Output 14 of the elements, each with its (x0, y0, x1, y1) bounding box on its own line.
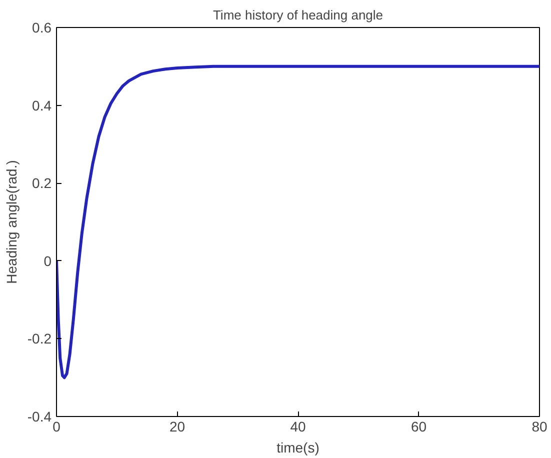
x-tick-label: 40 (290, 418, 306, 434)
line-series (56, 64, 540, 380)
chart-title: Time history of heading angle (212, 8, 384, 22)
x-tick-label: 60 (410, 418, 427, 434)
x-tick-label: 80 (532, 418, 548, 434)
y-axis-title: Heading angle(rad.) (3, 160, 20, 284)
x-tick-label: 20 (169, 418, 186, 434)
y-tick-label: 0.4 (32, 97, 52, 114)
y-tick-label: -0.2 (27, 330, 52, 347)
y-tick-label: -0.4 (27, 408, 52, 424)
y-tick-label: 0.2 (32, 175, 52, 192)
x-axis-title: time(s) (276, 440, 320, 456)
y-tick-label: 0.6 (32, 20, 52, 36)
y-tick-label: 0 (44, 252, 52, 269)
